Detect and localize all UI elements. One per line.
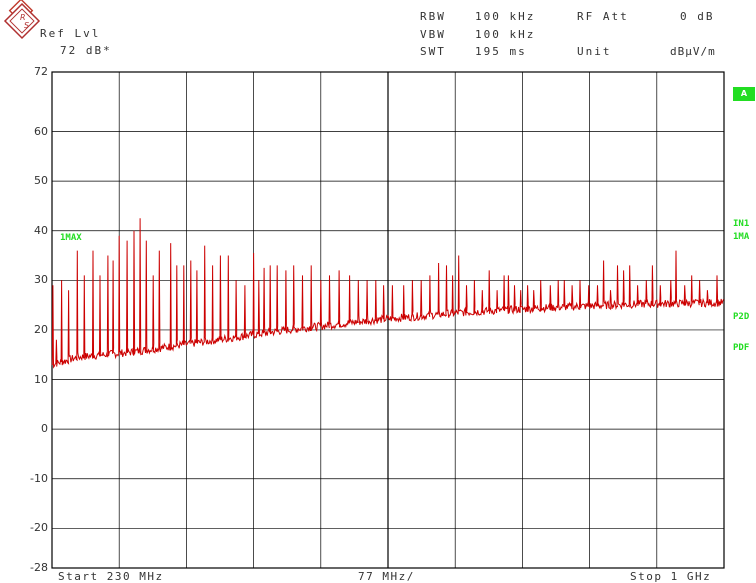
rbw-label: RBW bbox=[420, 10, 446, 23]
trace-a-badge: A bbox=[733, 87, 755, 101]
trace-1max-line bbox=[51, 218, 725, 369]
rf-att-label: RF Att bbox=[577, 10, 629, 23]
ref-level-value: 72 dB* bbox=[60, 44, 112, 57]
ref-level-label: Ref Lvl bbox=[40, 27, 101, 40]
vbw-value: 100 kHz bbox=[475, 28, 536, 41]
swt-label: SWT bbox=[420, 45, 446, 58]
trace-group bbox=[51, 218, 725, 369]
y-tick-label: -10 bbox=[30, 471, 48, 485]
svg-text:R: R bbox=[20, 13, 26, 22]
y-tick-label: 30 bbox=[34, 273, 48, 287]
max-hold-right-label: 1MA bbox=[733, 232, 750, 242]
trace-max-label: 1MAX bbox=[60, 233, 82, 243]
y-tick-label: 0 bbox=[41, 422, 48, 436]
y-tick-label: 72 bbox=[34, 65, 48, 78]
pdf-label: PDF bbox=[733, 343, 750, 353]
vbw-label: VBW bbox=[420, 28, 446, 41]
y-tick-label: 40 bbox=[34, 223, 48, 237]
y-tick-label: 20 bbox=[34, 322, 48, 336]
swt-value: 195 ms bbox=[475, 45, 527, 58]
rf-att-value: 0 dB bbox=[680, 10, 715, 23]
unit-value: dBµV/m bbox=[670, 45, 716, 58]
start-frequency: Start 230 MHz bbox=[58, 570, 164, 583]
y-tick-label: -20 bbox=[30, 521, 48, 535]
y-tick-label: 10 bbox=[34, 372, 48, 386]
stop-frequency: Stop 1 GHz bbox=[630, 570, 712, 583]
unit-label: Unit bbox=[577, 45, 612, 58]
svg-text:S: S bbox=[24, 21, 29, 30]
rbw-value: 100 kHz bbox=[475, 10, 536, 23]
y-tick-label: -28 bbox=[30, 561, 48, 574]
rohde-schwarz-logo-icon: R S bbox=[3, 0, 41, 40]
y-tick-label: 50 bbox=[34, 174, 48, 188]
span-per-division: 77 MHz/ bbox=[358, 570, 415, 583]
y-tick-label: 60 bbox=[34, 124, 48, 138]
input-1-label: IN1 bbox=[733, 219, 750, 229]
p2d-label: P2D bbox=[733, 312, 750, 322]
